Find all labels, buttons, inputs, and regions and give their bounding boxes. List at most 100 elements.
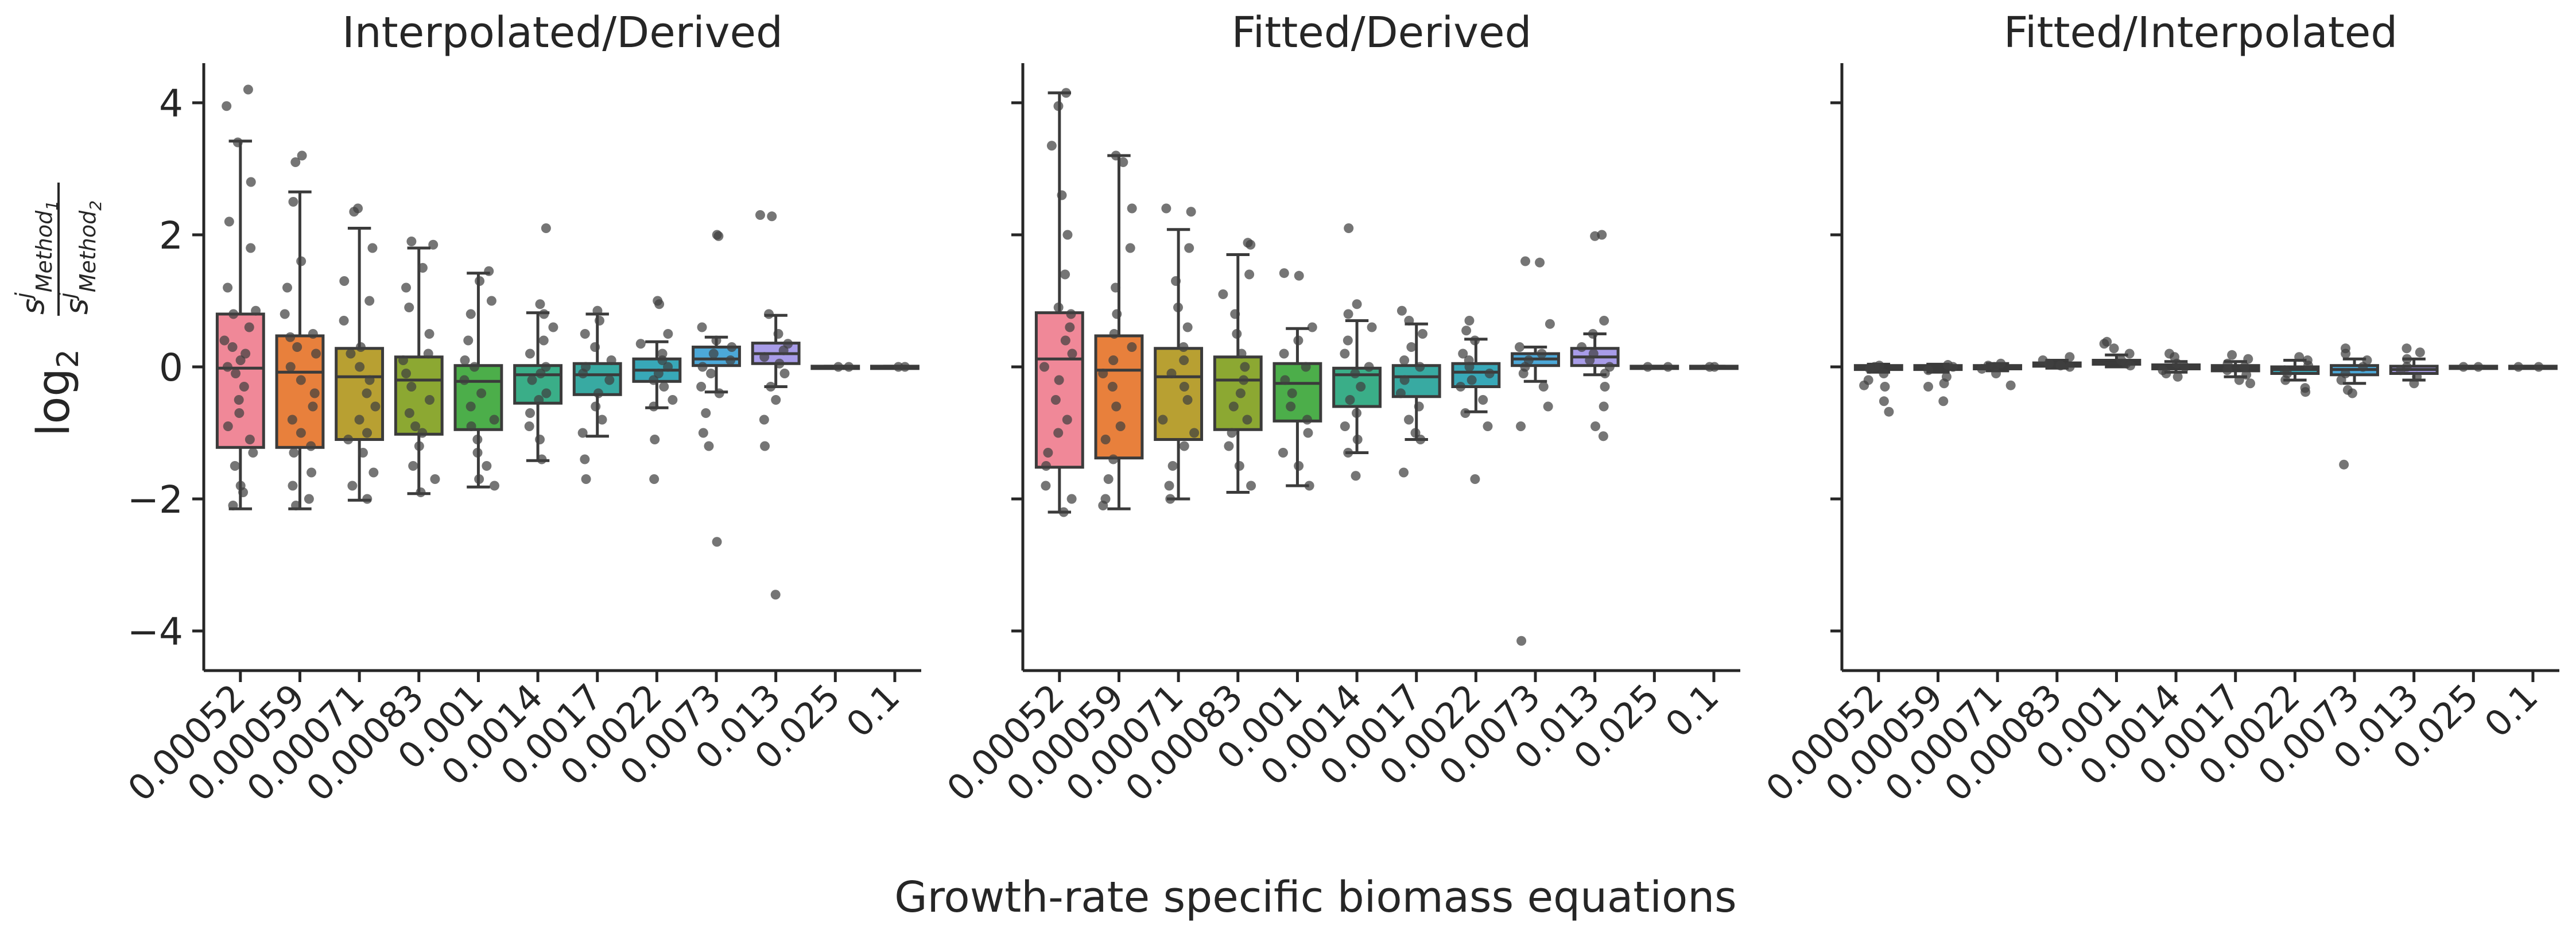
data-point [766,382,776,392]
data-point [696,382,707,392]
data-point [663,362,673,372]
data-point [470,362,480,372]
data-point [1356,382,1366,392]
data-point [659,382,669,392]
data-point [764,309,774,319]
data-point [1516,636,1527,646]
data-point [1399,467,1409,478]
box-0.1: 0.1 [2476,362,2558,745]
data-point [1228,401,1239,412]
data-point [1483,421,1493,431]
y-tick-label: 2 [159,214,183,258]
data-point [701,408,711,418]
data-point [222,101,232,111]
data-point [235,355,246,365]
data-point [578,369,588,378]
data-point [1240,362,1250,372]
data-point [2240,362,2250,372]
data-point [1165,494,1176,504]
data-point [1236,348,1247,359]
data-point [1406,342,1417,352]
data-point [1189,428,1200,438]
data-point [1060,269,1070,280]
data-point [2402,354,2412,364]
y-label-numerator-sub: Method [32,210,57,292]
data-point [346,348,356,359]
data-point [1461,326,1472,336]
data-point [368,467,379,478]
data-point [527,375,537,385]
data-point [370,401,381,412]
data-point [654,299,665,309]
data-point [219,335,230,346]
data-point [246,243,256,253]
data-point [539,309,549,319]
box-body [394,355,444,436]
data-point [296,428,306,438]
data-point [649,401,659,412]
data-point [1230,309,1240,319]
data-point [1127,342,1137,352]
data-point [1118,157,1128,167]
data-point [580,454,590,464]
data-point [771,395,781,405]
data-point [1303,428,1313,438]
data-point [430,474,440,484]
data-point [244,322,254,332]
data-point [1403,415,1414,425]
data-point [1060,335,1070,346]
data-point [1115,421,1126,431]
data-point [2339,459,2349,470]
data-point [524,421,534,431]
data-point [228,501,238,510]
data-point [289,448,299,458]
data-point [285,362,296,372]
data-point [223,282,233,293]
data-point [410,421,421,431]
data-point [228,309,239,319]
box-0.1: 0.1 [838,362,920,745]
data-point [239,382,249,392]
data-point [1344,223,1354,233]
data-point [227,342,238,352]
data-point [2303,361,2314,371]
data-point [1923,382,1933,392]
data-point [1062,230,1073,240]
data-point [1186,207,1196,217]
data-point [698,428,708,438]
data-point [663,329,673,339]
data-point [1287,388,1297,398]
data-point [1399,355,1410,365]
data-point [304,494,314,504]
svg-text:sjMethod1: sjMethod1 [11,200,61,315]
data-point [1399,375,1410,385]
data-point [1470,335,1480,346]
data-point [525,408,536,418]
data-point [1127,203,1137,214]
data-point [2241,370,2252,380]
data-point [401,282,412,293]
data-point [355,342,366,352]
data-point [2396,365,2406,375]
y-label-numerator-subsub: 1 [42,200,61,211]
data-point [541,362,551,372]
data-point [482,461,492,471]
data-point [704,441,714,451]
data-point [535,435,545,444]
data-point [1352,408,1362,418]
box-0.1: 0.1 [1657,362,1739,745]
data-point [537,454,547,464]
data-point [339,276,350,286]
data-point [2473,362,2484,372]
data-point [245,435,255,444]
data-point [1880,382,1890,392]
data-point [653,369,664,378]
data-point [1294,270,1304,281]
data-point [1643,362,1653,372]
data-point [296,256,307,266]
data-point [1112,309,1122,319]
data-point [1182,322,1193,332]
data-point [1600,369,1610,378]
data-point [1415,435,1426,444]
